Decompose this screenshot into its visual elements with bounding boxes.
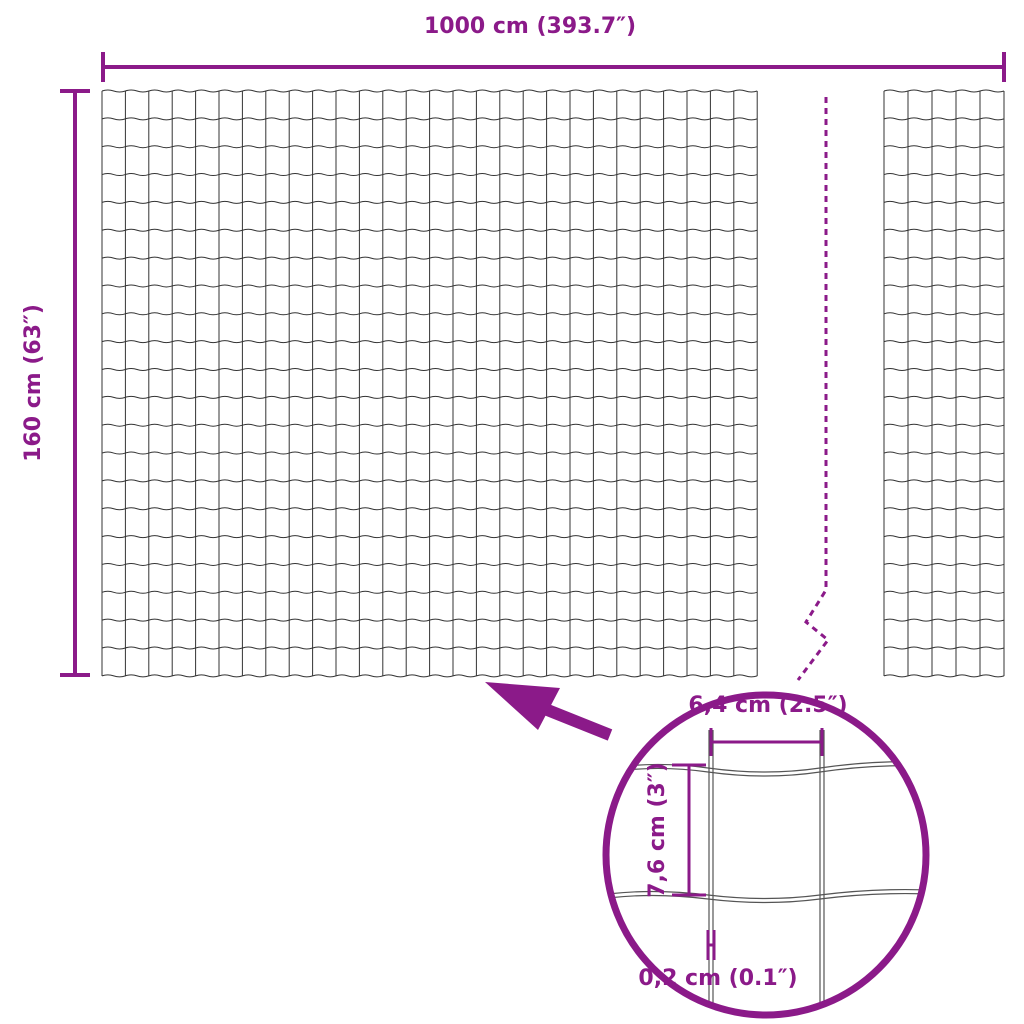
horizontal-wire <box>101 145 758 149</box>
horizontal-wire <box>101 368 758 371</box>
horizontal-wire <box>101 395 758 399</box>
horizontal-wire <box>101 423 758 427</box>
horizontal-wire <box>101 312 758 316</box>
horizontal-wire <box>101 618 758 622</box>
magnifier-circle <box>602 691 930 1019</box>
horizontal-wire <box>883 200 1005 204</box>
horizontal-wire <box>883 145 1005 149</box>
horizontal-wire <box>101 646 758 650</box>
horizontal-wire <box>883 423 1005 427</box>
horizontal-wire <box>101 284 758 288</box>
horizontal-wire <box>101 535 758 539</box>
horizontal-wire <box>101 451 758 455</box>
horizontal-wire <box>101 200 758 204</box>
mesh-width-label: 6,4 cm (2.5″) <box>688 693 847 718</box>
horizontal-wire <box>101 562 758 566</box>
horizontal-wire <box>883 535 1005 539</box>
horizontal-wire <box>883 312 1005 316</box>
horizontal-wire <box>883 89 1005 93</box>
horizontal-wire <box>883 256 1005 260</box>
horizontal-wire <box>101 340 758 344</box>
horizontal-wire <box>883 618 1005 622</box>
horizontal-wire <box>883 173 1005 177</box>
magnified-mesh <box>608 730 924 1013</box>
horizontal-wire <box>883 451 1005 455</box>
horizontal-wire <box>883 507 1005 511</box>
horizontal-wire <box>883 590 1005 594</box>
width-dimension-line <box>101 52 1006 82</box>
horizontal-wire <box>883 117 1005 121</box>
horizontal-wire <box>883 284 1005 288</box>
horizontal-wire <box>883 395 1005 399</box>
mesh-height-label: 7,6 cm (3″) <box>645 762 670 898</box>
horizontal-wire <box>883 674 1005 678</box>
horizontal-wire <box>101 117 758 121</box>
horizontal-wire <box>883 368 1005 371</box>
horizontal-wire <box>101 228 758 232</box>
width-label: 1000 cm (393.7″) <box>424 14 636 39</box>
horizontal-wire <box>101 479 758 483</box>
wire-thickness-label: 0,2 cm (0.1″) <box>638 966 797 991</box>
horizontal-wire <box>101 173 758 177</box>
horizontal-wire <box>883 479 1005 483</box>
height-label: 160 cm (63″) <box>21 304 46 462</box>
horizontal-wire <box>101 590 758 594</box>
horizontal-wire <box>101 89 758 93</box>
mesh-dimension-lines <box>672 728 824 960</box>
horizontal-wire <box>883 562 1005 566</box>
horizontal-wire <box>101 256 758 260</box>
wire-mesh-main <box>101 89 758 678</box>
horizontal-wire <box>101 674 758 678</box>
height-dimension-line <box>60 89 90 677</box>
horizontal-wire <box>883 228 1005 232</box>
cut-break-line <box>796 97 831 681</box>
horizontal-wire <box>883 340 1005 344</box>
horizontal-wire <box>883 646 1005 650</box>
arrow-icon <box>485 682 613 741</box>
wire-mesh-end <box>883 89 1005 678</box>
horizontal-wire <box>101 507 758 511</box>
